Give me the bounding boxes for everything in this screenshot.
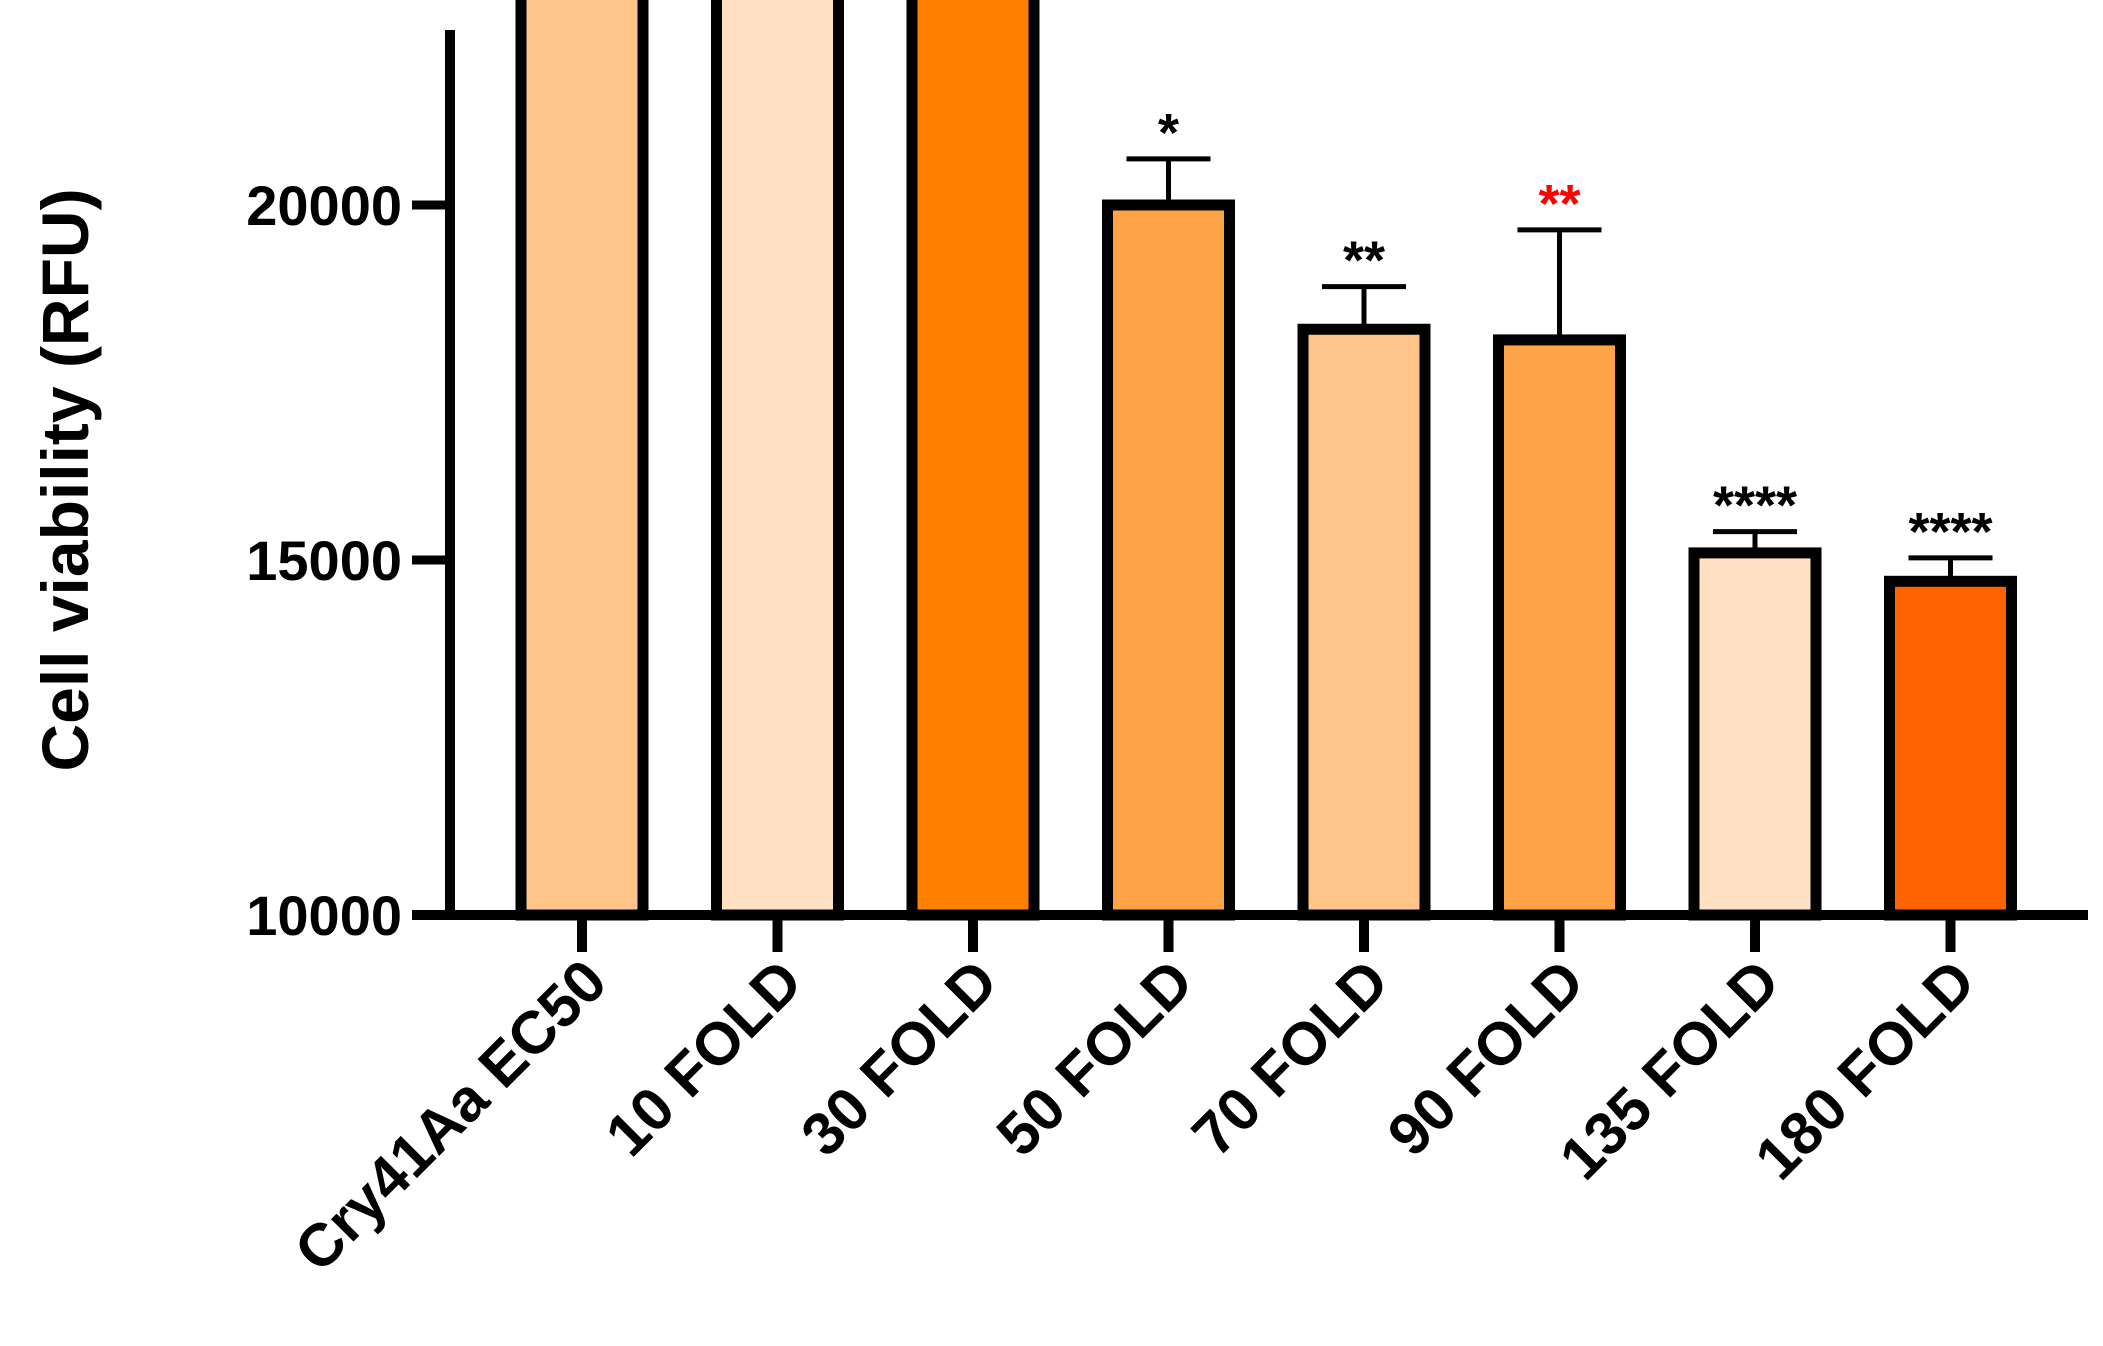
bar <box>906 0 1040 921</box>
y-tick-label: 10000 <box>246 884 402 947</box>
y-tick-label: 20000 <box>246 174 402 237</box>
bar <box>515 0 649 921</box>
significance-label: **** <box>1908 502 1992 562</box>
bar <box>1493 334 1626 921</box>
category-label: Cry41Aa EC50 <box>282 947 619 1284</box>
significance-label: **** <box>1713 476 1797 536</box>
bar <box>1102 199 1235 921</box>
category-label: 30 FOLD <box>788 947 1010 1169</box>
bars-layer <box>515 0 2017 921</box>
significance-label: ** <box>1343 231 1385 291</box>
bar <box>1884 575 2017 921</box>
bar <box>711 0 844 921</box>
y-tick-label: 15000 <box>246 529 402 592</box>
bar <box>1297 323 1431 921</box>
axes-layer <box>412 30 2088 920</box>
significance-label: * <box>1158 103 1179 163</box>
category-label: 10 FOLD <box>593 947 815 1169</box>
significance-label: ** <box>1538 174 1580 234</box>
category-label: 70 FOLD <box>1179 947 1401 1169</box>
category-label: 50 FOLD <box>984 947 1206 1169</box>
bar <box>1688 547 1822 921</box>
y-axis-title: Cell viability (RFU) <box>28 188 102 771</box>
